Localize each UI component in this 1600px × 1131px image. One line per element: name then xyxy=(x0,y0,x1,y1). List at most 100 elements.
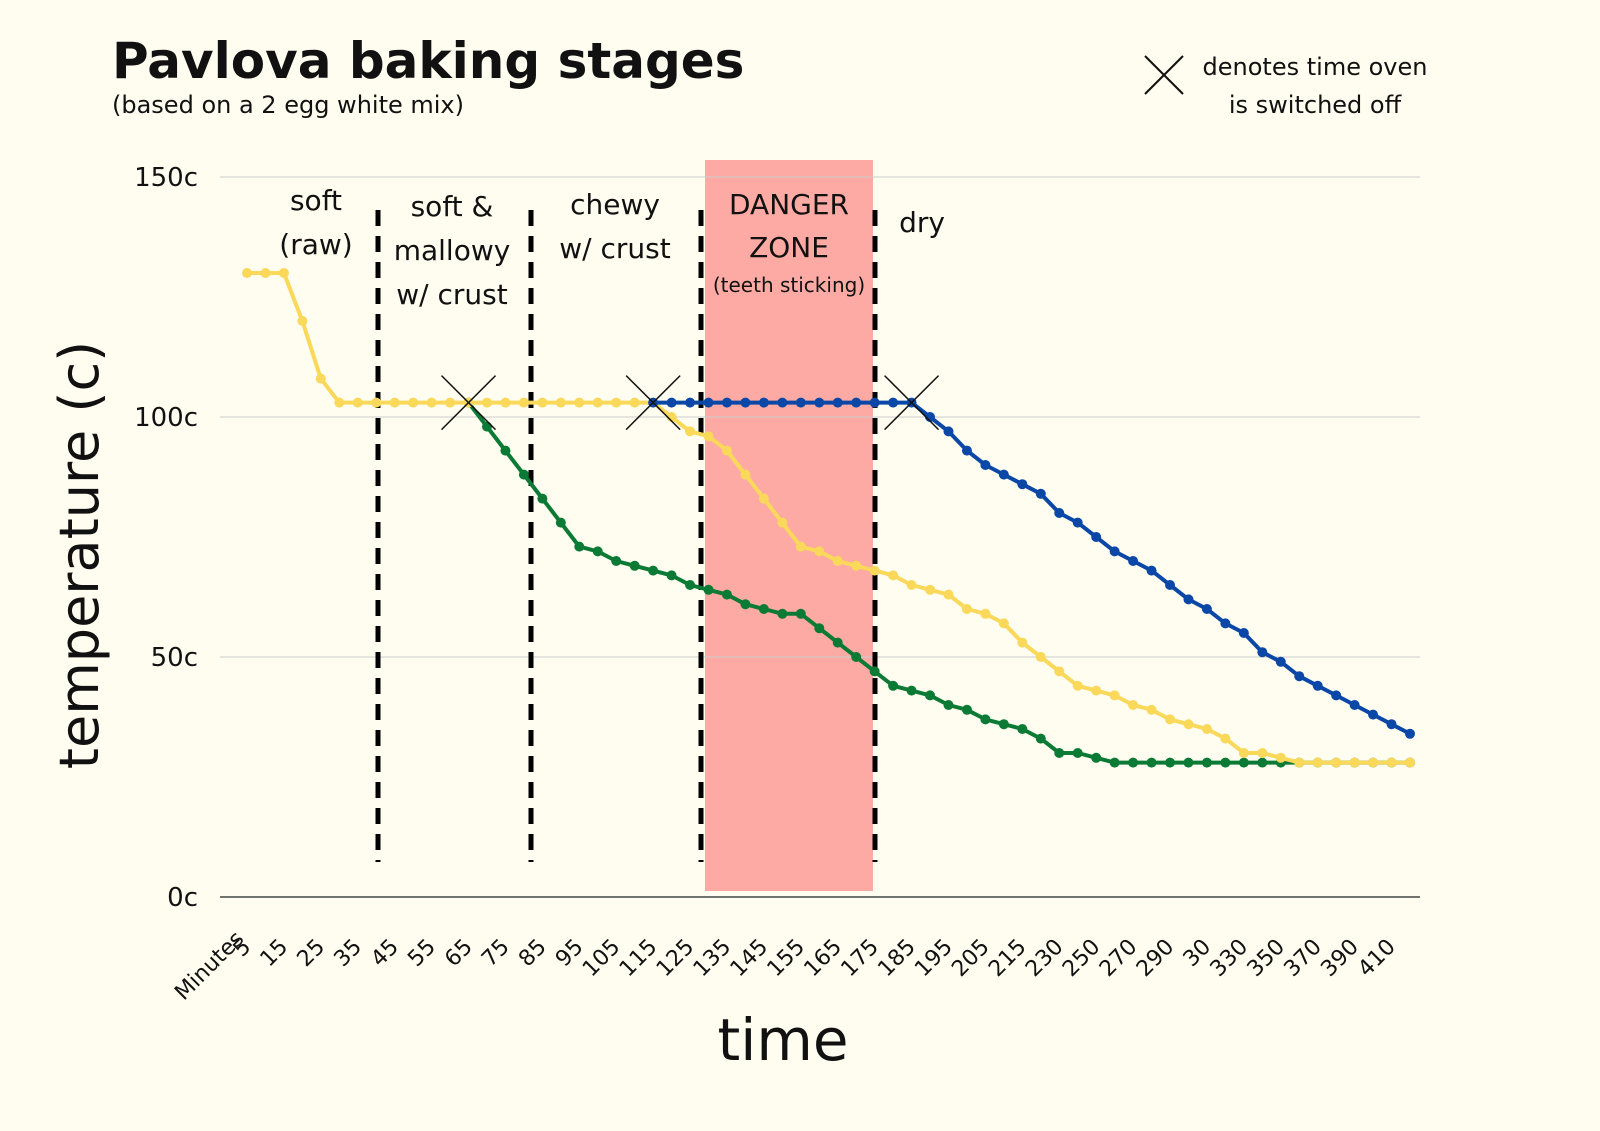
data-point xyxy=(1183,594,1194,605)
data-point xyxy=(1220,757,1231,768)
data-point xyxy=(1091,752,1102,763)
data-point xyxy=(1386,719,1397,730)
data-point xyxy=(814,546,825,557)
data-point xyxy=(888,570,899,581)
data-point xyxy=(777,397,788,408)
data-point xyxy=(1349,700,1360,710)
data-point xyxy=(777,517,788,528)
data-point xyxy=(1128,556,1139,566)
data-point xyxy=(1109,757,1120,768)
y-axis-title: temperature (c) xyxy=(48,341,111,769)
data-point xyxy=(1054,748,1065,758)
data-point xyxy=(925,690,936,701)
series-line xyxy=(247,271,1410,765)
data-point xyxy=(685,397,696,408)
stage-label: (teeth sticking) xyxy=(713,273,865,297)
oven-off-marker xyxy=(884,375,940,431)
data-point xyxy=(740,469,751,480)
data-point xyxy=(334,397,345,408)
data-point xyxy=(500,397,511,408)
data-point xyxy=(998,618,1009,629)
y-tick-label: 150c xyxy=(134,163,198,193)
data-point xyxy=(1128,757,1139,768)
data-point xyxy=(1146,757,1157,768)
y-tick-label: 100c xyxy=(134,403,198,433)
data-point xyxy=(1109,546,1120,557)
data-point xyxy=(1035,733,1046,744)
legend-note: denotes time oven xyxy=(1203,53,1428,81)
data-point xyxy=(1275,752,1286,763)
data-point xyxy=(851,397,862,408)
data-point xyxy=(315,373,326,384)
data-point xyxy=(629,397,640,408)
data-point xyxy=(574,397,585,408)
data-point xyxy=(832,397,843,408)
chart-title: Pavlova baking stages xyxy=(112,32,744,90)
stage-label: w/ crust xyxy=(396,278,507,311)
danger-zone xyxy=(705,160,873,891)
data-point xyxy=(795,397,806,408)
data-point xyxy=(721,445,732,456)
data-point xyxy=(795,608,806,619)
data-point xyxy=(481,397,492,408)
data-point xyxy=(1165,757,1176,768)
data-point xyxy=(943,700,954,710)
data-point xyxy=(1257,748,1268,758)
data-point xyxy=(1165,580,1176,590)
data-point xyxy=(740,599,751,610)
data-point xyxy=(629,560,640,571)
data-point xyxy=(832,637,843,648)
data-point xyxy=(1109,690,1120,701)
data-point xyxy=(1312,757,1323,768)
data-point xyxy=(943,589,954,600)
data-point xyxy=(980,714,991,725)
series-line xyxy=(466,401,1410,765)
stage-label: chewy xyxy=(570,188,660,221)
data-point xyxy=(998,719,1009,730)
data-point xyxy=(389,397,400,408)
data-point xyxy=(814,397,825,408)
data-point xyxy=(500,445,511,456)
data-point xyxy=(851,652,862,662)
data-point xyxy=(1238,748,1249,758)
data-point xyxy=(1405,728,1415,739)
data-point xyxy=(611,556,622,566)
data-point xyxy=(795,541,806,552)
data-point xyxy=(998,469,1009,480)
data-point xyxy=(888,680,899,691)
data-point xyxy=(297,316,308,326)
data-point xyxy=(1072,748,1083,758)
data-point xyxy=(906,685,917,696)
data-point xyxy=(851,560,862,571)
data-point xyxy=(1146,565,1157,576)
data-point xyxy=(426,397,437,408)
data-point xyxy=(592,546,603,557)
stage-label: soft & xyxy=(411,190,494,223)
data-point xyxy=(703,584,714,595)
stage-label: w/ crust xyxy=(559,232,670,265)
data-point xyxy=(869,565,880,576)
stage-label: mallowy xyxy=(394,234,511,267)
data-point xyxy=(666,570,677,581)
data-point xyxy=(758,493,769,504)
stage-label: DANGER xyxy=(729,188,849,221)
data-point xyxy=(1275,656,1286,667)
stage-label: soft xyxy=(290,184,342,217)
data-point xyxy=(1165,714,1176,725)
data-point xyxy=(1054,508,1065,518)
data-point xyxy=(1183,719,1194,730)
data-point xyxy=(814,623,825,634)
data-point xyxy=(352,397,363,408)
data-point xyxy=(1072,680,1083,691)
data-point xyxy=(943,426,954,437)
data-point xyxy=(685,426,696,437)
data-point xyxy=(278,268,289,278)
data-point xyxy=(906,580,917,590)
data-point xyxy=(1368,709,1379,720)
data-point xyxy=(721,397,732,408)
data-point xyxy=(758,397,769,408)
data-point xyxy=(961,445,972,456)
data-point xyxy=(242,268,252,278)
data-point xyxy=(1257,757,1268,768)
